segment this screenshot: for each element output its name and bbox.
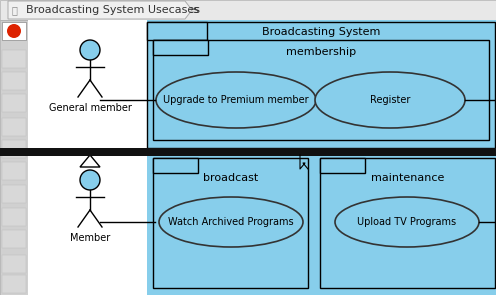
Bar (28, 20, 147, 295)
Bar (2, 208, 26, 226)
Text: 📎: 📎 (11, 5, 17, 15)
Circle shape (7, 24, 21, 38)
Bar (2, 140, 26, 158)
Ellipse shape (315, 72, 465, 128)
Text: broadcast: broadcast (203, 173, 258, 183)
Bar (2, 94, 26, 112)
Polygon shape (80, 155, 100, 167)
Text: Broadcasting System Usecases: Broadcasting System Usecases (26, 5, 200, 15)
Polygon shape (8, 1, 192, 19)
Circle shape (80, 170, 100, 190)
Bar (153, 158, 308, 288)
Bar (2, 185, 26, 203)
Text: Upgrade to Premium member: Upgrade to Premium member (163, 95, 309, 105)
Bar (2, 275, 26, 293)
Bar (147, 22, 207, 40)
Ellipse shape (156, 72, 316, 128)
Bar (0, 148, 496, 156)
Bar (385, 148, 393, 154)
Text: maintenance: maintenance (371, 173, 444, 183)
Bar (2, 118, 26, 136)
Bar (2, 230, 26, 248)
Bar (2, 22, 26, 40)
Bar (153, 40, 208, 55)
Text: 📎: 📎 (11, 5, 17, 15)
Bar (320, 158, 495, 288)
Text: Broadcasting System Usecases: Broadcasting System Usecases (25, 5, 199, 15)
Bar (153, 40, 489, 140)
Text: Watch Archived Programs: Watch Archived Programs (168, 217, 294, 227)
Bar (147, 22, 495, 148)
Text: General member: General member (49, 103, 131, 113)
Bar (2, 162, 26, 180)
Bar (2, 255, 26, 273)
Text: Register: Register (370, 95, 410, 105)
Circle shape (80, 40, 100, 60)
Bar (147, 20, 496, 295)
Text: Upload TV Programs: Upload TV Programs (358, 217, 456, 227)
Text: Broadcasting System: Broadcasting System (262, 27, 380, 37)
Bar (0, 20, 28, 295)
Bar (2, 50, 26, 68)
Bar (2, 22, 26, 40)
Bar (0, 0, 496, 20)
Ellipse shape (159, 197, 303, 247)
Bar (2, 72, 26, 90)
Bar (153, 158, 198, 173)
Ellipse shape (335, 197, 479, 247)
Bar (320, 158, 365, 173)
Text: membership: membership (286, 47, 356, 57)
Text: Member: Member (70, 233, 110, 243)
